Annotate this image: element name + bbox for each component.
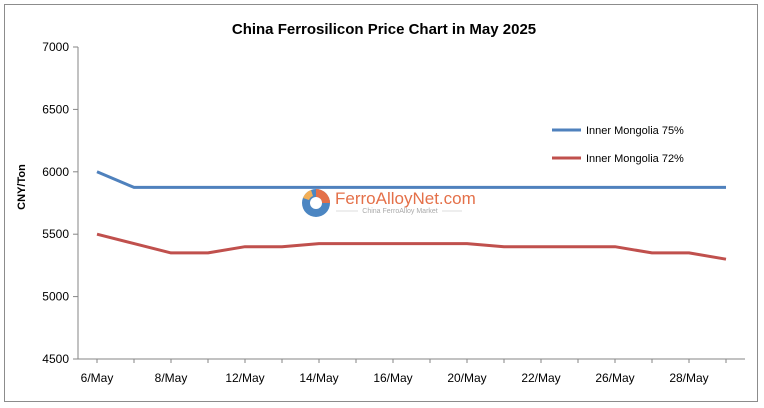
series-group bbox=[96, 170, 727, 261]
x-tick-label: 8/May bbox=[155, 371, 188, 385]
x-tick-label: 22/May bbox=[521, 371, 560, 385]
x-axis-ticks: 6/May 8/May 12/May 14/May 16/May 20/May 22/May… bbox=[81, 359, 727, 385]
legend: Inner Mongolia 75% Inner Mongolia 72% bbox=[552, 125, 684, 165]
chart-frame bbox=[4, 4, 758, 402]
y-tick-label: 5000 bbox=[42, 290, 69, 304]
x-tick-label: 12/May bbox=[225, 371, 264, 385]
y-tick-label: 6500 bbox=[42, 102, 69, 116]
y-axis-ticks: 4500 5000 5500 6000 6500 7000 bbox=[42, 40, 78, 366]
legend-label: Inner Mongolia 75% bbox=[586, 125, 684, 137]
series-line-0 bbox=[96, 170, 726, 189]
y-tick-label: 7000 bbox=[42, 40, 69, 54]
x-tick-label: 28/May bbox=[669, 371, 708, 385]
y-tick-label: 5500 bbox=[42, 227, 69, 241]
x-tick-label: 26/May bbox=[595, 371, 634, 385]
watermark-tagline: China FerroAlloy Market bbox=[362, 208, 438, 215]
x-tick-label: 20/May bbox=[447, 371, 486, 385]
y-axis-label: CNY/Ton bbox=[16, 164, 28, 210]
legend-label: Inner Mongolia 72% bbox=[586, 153, 684, 165]
x-tick-label: 6/May bbox=[81, 371, 114, 385]
plot-area: 4500 5000 5500 6000 6500 7000 6/May 8/May 12/Ma… bbox=[42, 40, 745, 385]
y-tick-label: 6000 bbox=[42, 165, 69, 179]
watermark: FerroAlloyNet.com China FerroAlloy Marke… bbox=[302, 189, 476, 217]
y-tick-label: 4500 bbox=[42, 352, 69, 366]
watermark-brand: FerroAlloyNet.com bbox=[335, 189, 476, 208]
watermark-logo-icon bbox=[302, 189, 330, 217]
x-tick-label: 14/May bbox=[299, 371, 338, 385]
chart-title: China Ferrosilicon Price Chart in May 20… bbox=[232, 21, 536, 38]
series-line-1 bbox=[96, 232, 727, 261]
x-tick-label: 16/May bbox=[373, 371, 412, 385]
